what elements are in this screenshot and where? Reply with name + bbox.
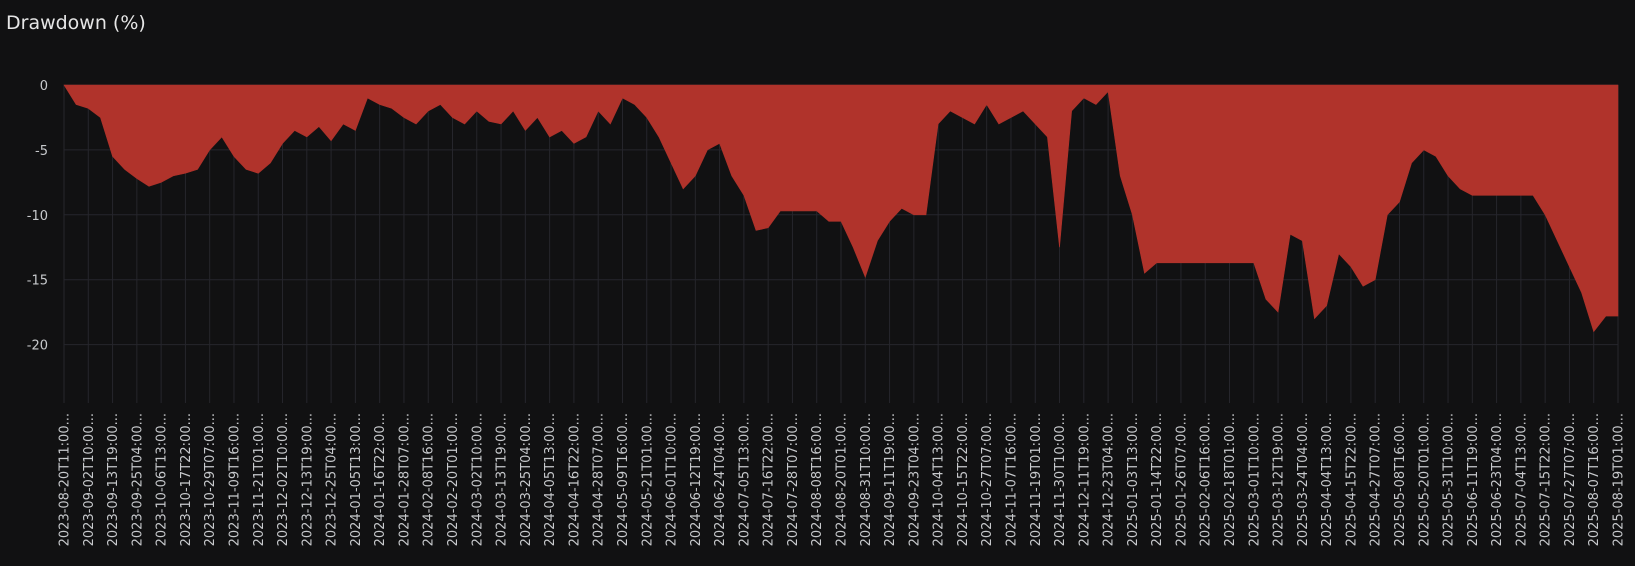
y-tick-label: -20 — [27, 339, 48, 354]
x-tick-label: 2025-07-04T13:00... — [1514, 413, 1529, 546]
x-tick-label: 2023-09-13T19:00... — [106, 413, 121, 546]
x-tick-label: 2024-04-05T13:00... — [543, 413, 558, 546]
x-tick-label: 2024-01-05T13:00... — [349, 413, 364, 546]
x-tick-label: 2025-08-19T01:00... — [1612, 413, 1627, 546]
x-tick-label: 2024-05-21T01:00... — [640, 413, 655, 546]
x-tick-label: 2023-10-06T13:00... — [155, 413, 170, 546]
x-tick-label: 2024-03-13T19:00... — [495, 413, 510, 546]
x-tick-label: 2024-12-11T19:00... — [1077, 413, 1092, 546]
x-tick-label: 2025-03-24T04:00... — [1296, 413, 1311, 546]
x-tick-label: 2025-01-14T22:00... — [1150, 413, 1165, 546]
x-tick-label: 2023-12-25T04:00... — [325, 413, 340, 546]
x-tick-label: 2023-10-17T22:00... — [179, 413, 194, 546]
x-tick-label: 2024-04-28T07:00... — [592, 413, 607, 546]
x-tick-label: 2024-08-31T10:00... — [859, 413, 874, 546]
x-tick-label: 2025-03-01T10:00... — [1247, 413, 1262, 546]
x-tick-label: 2025-06-23T04:00... — [1490, 413, 1505, 546]
x-tick-label: 2023-10-29T07:00... — [203, 413, 218, 546]
x-tick-label: 2025-04-15T22:00... — [1344, 413, 1359, 546]
x-tick-label: 2025-01-03T13:00... — [1126, 413, 1141, 546]
x-tick-label: 2025-08-07T16:00... — [1587, 413, 1602, 546]
x-tick-label: 2025-07-15T22:00... — [1539, 413, 1554, 546]
x-tick-label: 2024-12-23T04:00... — [1102, 413, 1117, 546]
x-tick-label: 2024-07-16T22:00... — [762, 413, 777, 546]
x-tick-label: 2024-06-12T19:00... — [689, 413, 704, 546]
x-tick-label: 2024-06-01T10:00... — [665, 413, 680, 546]
x-tick-label: 2025-02-18T01:00... — [1223, 413, 1238, 546]
x-tick-label: 2024-08-20T01:00... — [835, 413, 850, 546]
x-tick-label: 2024-10-15T22:00... — [956, 413, 971, 546]
x-tick-label: 2024-11-19T01:00... — [1029, 413, 1044, 546]
x-tick-label: 2024-07-28T07:00... — [786, 413, 801, 546]
x-tick-label: 2025-06-11T19:00... — [1466, 413, 1481, 546]
x-tick-label: 2024-06-24T04:00... — [713, 413, 728, 546]
x-tick-label: 2024-04-16T22:00... — [567, 413, 582, 546]
x-tick-label: 2025-05-20T01:00... — [1417, 413, 1432, 546]
x-tick-label: 2023-11-21T01:00... — [252, 413, 267, 546]
x-tick-label: 2025-04-27T07:00... — [1369, 413, 1384, 546]
x-tick-label: 2025-05-08T16:00... — [1393, 413, 1408, 546]
chart-title: Drawdown (%) — [6, 12, 146, 34]
x-tick-label: 2025-01-26T07:00... — [1174, 413, 1189, 546]
x-tick-label: 2025-03-12T19:00... — [1272, 413, 1287, 546]
x-tick-label: 2023-08-20T11:00... — [58, 413, 73, 546]
area-layer — [63, 84, 1619, 333]
x-tick-label: 2024-11-30T10:00... — [1053, 413, 1068, 546]
x-tick-label: 2023-09-02T10:00... — [82, 413, 97, 546]
x-tick-label: 2024-08-08T16:00... — [810, 413, 825, 546]
x-tick-label: 2024-10-04T13:00... — [932, 413, 947, 546]
x-tick-label: 2023-12-02T10:00... — [276, 413, 291, 546]
x-tick-label: 2024-05-09T16:00... — [616, 413, 631, 546]
x-tick-label: 2024-01-28T07:00... — [397, 413, 412, 546]
x-tick-label: 2024-10-27T07:00... — [980, 413, 995, 546]
x-tick-label: 2024-03-25T04:00... — [519, 413, 534, 546]
drawdown-area — [63, 84, 1619, 333]
x-axis: 2023-08-20T11:00... 2023-09-02T10:00... 20… — [58, 413, 1627, 546]
y-tick-label: -5 — [35, 144, 48, 159]
y-tick-label: -15 — [27, 274, 48, 289]
x-tick-label: 2023-11-09T16:00... — [227, 413, 242, 546]
x-tick-label: 2024-09-23T04:00... — [907, 413, 922, 546]
x-tick-label: 2025-04-04T13:00... — [1320, 413, 1335, 546]
x-tick-label: 2023-09-25T04:00... — [130, 413, 145, 546]
x-tick-label: 2025-05-31T10:00... — [1442, 413, 1457, 546]
x-tick-label: 2025-02-06T16:00... — [1199, 413, 1214, 546]
y-axis: 0 -5 -10 -15 -20 — [27, 79, 48, 354]
x-tick-label: 2024-07-05T13:00... — [737, 413, 752, 546]
x-tick-label: 2023-12-13T19:00... — [300, 413, 315, 546]
x-tick-label: 2024-02-08T16:00... — [422, 413, 437, 546]
x-tick-label: 2024-02-20T01:00... — [446, 413, 461, 546]
y-tick-label: 0 — [40, 79, 48, 94]
x-tick-label: 2024-01-16T22:00... — [373, 413, 388, 546]
x-tick-label: 2024-03-02T10:00... — [470, 413, 485, 546]
x-tick-label: 2024-09-11T19:00... — [883, 413, 898, 546]
y-tick-label: -10 — [27, 209, 48, 224]
x-tick-label: 2024-11-07T16:00... — [1004, 413, 1019, 546]
x-tick-label: 2025-07-27T07:00... — [1563, 413, 1578, 546]
